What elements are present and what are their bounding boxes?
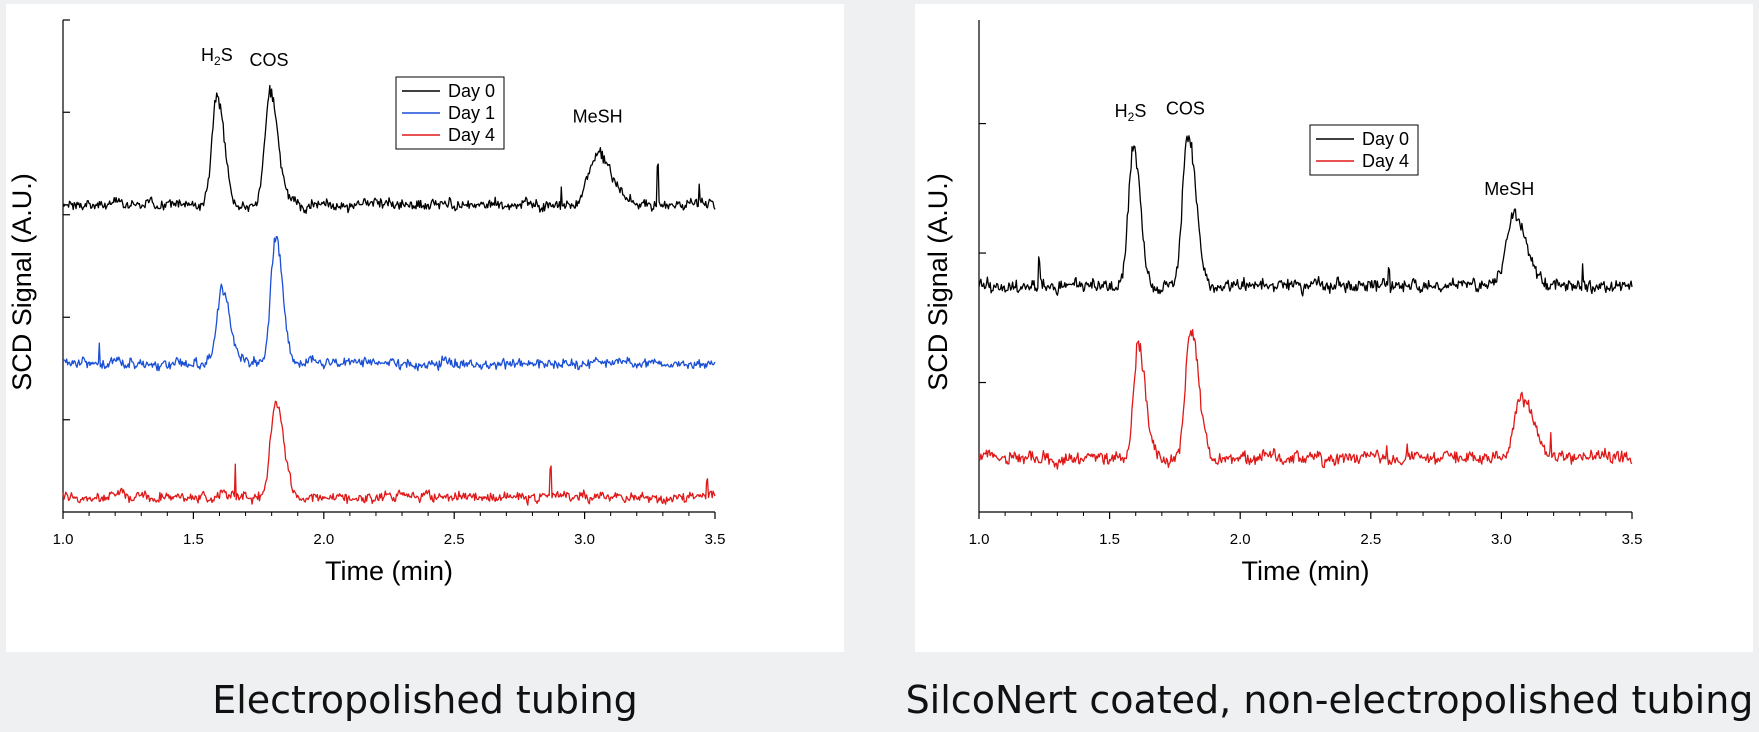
chart-silconert: 1.0 1.5 2.0 2.5 3.0 3.5 Time (min) SCD Signal (… <box>923 20 1643 586</box>
series-line-day-0 <box>978 135 1633 297</box>
series-line-day-0 <box>62 84 716 214</box>
x-axis-label: Time (min) <box>325 556 453 586</box>
peak-label: MeSH <box>573 107 623 127</box>
y-axis-label: SCD Signal (A.U.) <box>923 173 953 391</box>
series-line-day-4 <box>978 329 1633 470</box>
x-tick-label: 2.0 <box>1230 531 1251 548</box>
x-tick-label: 3.0 <box>1491 531 1512 548</box>
caption-electropolished: Electropolished tubing <box>212 678 638 722</box>
peak-label: H2S <box>1115 101 1147 124</box>
x-tick-label: 1.0 <box>969 531 990 548</box>
peak-label: COS <box>1166 99 1205 119</box>
peak-label: MeSH <box>1484 179 1534 199</box>
x-tick-label: 1.5 <box>183 531 204 548</box>
peak-label: COS <box>250 50 289 70</box>
x-tick-label: 1.0 <box>53 531 74 548</box>
peak-label: H2S <box>201 45 233 68</box>
x-tick-label: 1.5 <box>1099 531 1120 548</box>
legend-label: Day 4 <box>448 125 495 145</box>
y-axis-label: SCD Signal (A.U.) <box>7 173 37 391</box>
legend-label: Day 1 <box>448 103 495 123</box>
chart-electropolished: 1.0 1.5 2.0 2.5 3.0 3.5 Time (min) SCD Signal (… <box>7 19 726 586</box>
legend-label: Day 4 <box>1362 151 1409 171</box>
x-tick-label: 3.0 <box>574 531 595 548</box>
legend-label: Day 0 <box>448 81 495 101</box>
legend-box <box>1309 124 1419 176</box>
chart-panel-electropolished: 1.0 1.5 2.0 2.5 3.0 3.5 Time (min) SCD Signal (… <box>6 4 844 652</box>
caption-silconert: SilcoNert coated, non-electropolished tu… <box>905 678 1754 722</box>
x-tick-label: 2.0 <box>313 531 334 548</box>
x-tick-label: 3.5 <box>1622 531 1643 548</box>
legend-label: Day 0 <box>1362 129 1409 149</box>
x-tick-label: 2.5 <box>1360 531 1381 548</box>
x-tick-label: 3.5 <box>705 531 726 548</box>
x-tick-label: 2.5 <box>444 531 465 548</box>
chart-panel-silconert: 1.0 1.5 2.0 2.5 3.0 3.5 Time (min) SCD Signal (… <box>915 4 1753 652</box>
series-line-day-4 <box>62 400 716 506</box>
series-line-day-1 <box>62 236 716 372</box>
x-axis-label: Time (min) <box>1242 556 1370 586</box>
